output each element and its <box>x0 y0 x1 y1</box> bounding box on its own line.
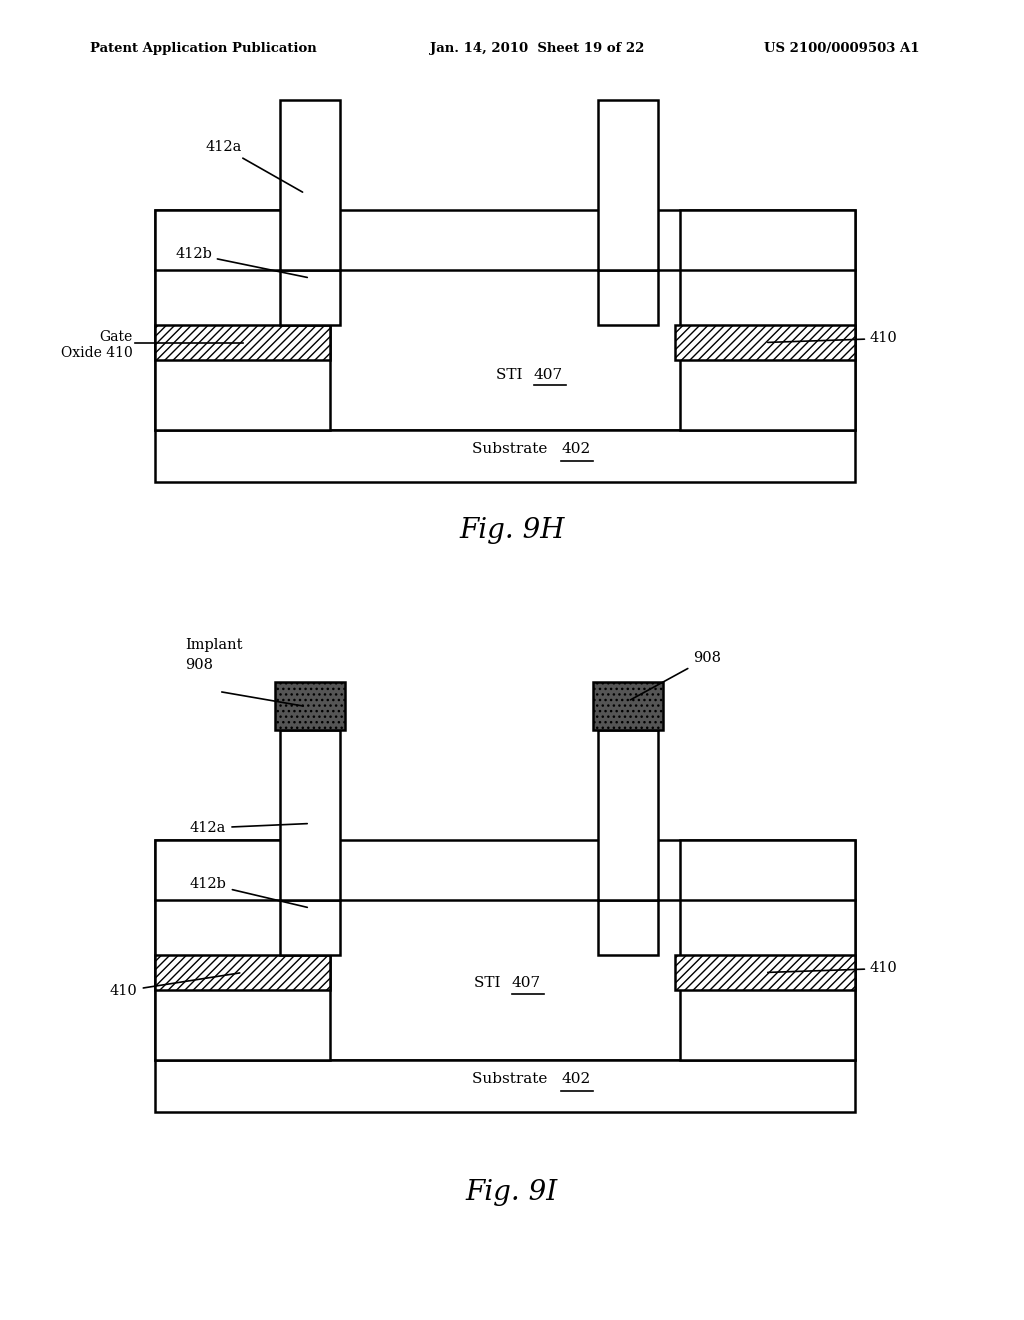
Bar <box>155 325 330 360</box>
Bar <box>598 271 658 325</box>
Text: 402: 402 <box>561 1072 590 1086</box>
Text: Jan. 14, 2010  Sheet 19 of 22: Jan. 14, 2010 Sheet 19 of 22 <box>430 42 644 55</box>
Bar <box>280 900 340 954</box>
Text: Fig. 9I: Fig. 9I <box>466 1179 558 1205</box>
Text: 412b: 412b <box>190 876 307 907</box>
Text: 407: 407 <box>534 368 563 381</box>
Bar <box>155 1060 855 1111</box>
Text: 908: 908 <box>185 657 213 672</box>
Text: 412a: 412a <box>190 821 307 836</box>
Text: Gate: Gate <box>99 330 133 345</box>
Bar <box>593 682 663 730</box>
Bar <box>680 210 855 430</box>
Bar <box>155 210 855 430</box>
Bar <box>155 430 855 482</box>
Bar <box>280 271 340 325</box>
Bar <box>280 730 340 900</box>
Bar <box>598 730 658 900</box>
Bar <box>598 900 658 954</box>
Text: 908: 908 <box>631 651 721 700</box>
Bar <box>598 100 658 271</box>
Bar <box>280 100 340 271</box>
Bar <box>675 325 855 360</box>
Bar <box>155 954 330 990</box>
Text: 402: 402 <box>561 442 590 455</box>
Text: 410: 410 <box>768 331 898 346</box>
Text: Implant: Implant <box>185 638 243 652</box>
Text: Patent Application Publication: Patent Application Publication <box>90 42 316 55</box>
Text: 407: 407 <box>512 975 541 990</box>
Text: Substrate: Substrate <box>472 1072 552 1086</box>
Bar <box>275 682 345 730</box>
Text: 412a: 412a <box>205 140 302 193</box>
Text: Oxide 410: Oxide 410 <box>61 346 133 360</box>
Text: 412b: 412b <box>175 247 307 277</box>
Text: 410: 410 <box>110 973 240 998</box>
Text: STI: STI <box>474 975 506 990</box>
Text: Fig. 9H: Fig. 9H <box>459 516 565 544</box>
Bar <box>680 840 855 1060</box>
Text: STI: STI <box>497 368 527 381</box>
Text: 410: 410 <box>768 961 898 975</box>
Bar <box>155 210 330 430</box>
Bar <box>155 840 330 1060</box>
Text: US 2100/0009503 A1: US 2100/0009503 A1 <box>765 42 920 55</box>
Text: Substrate: Substrate <box>472 442 552 455</box>
Bar <box>155 840 855 1060</box>
Bar <box>675 954 855 990</box>
